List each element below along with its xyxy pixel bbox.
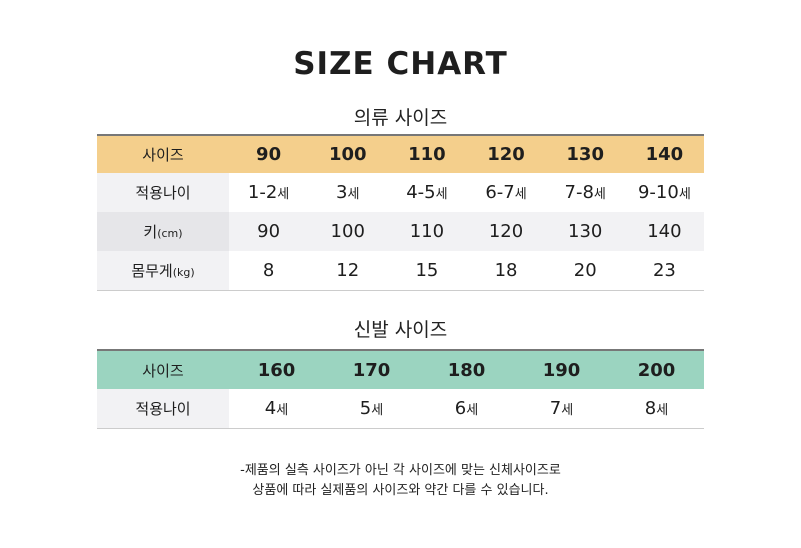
age-cell: 1-2세 xyxy=(229,173,308,212)
shoes-heading: 신발 사이즈 xyxy=(353,319,448,341)
size-header-row: 사이즈 90 100 110 120 130 140 xyxy=(97,135,704,173)
age-value: 3 xyxy=(336,182,348,203)
size-cell: 140 xyxy=(624,135,704,173)
height-cell: 110 xyxy=(387,212,467,251)
age-cell: 7-8세 xyxy=(546,173,625,212)
weight-cell: 15 xyxy=(415,259,439,281)
age-unit: 세 xyxy=(435,187,448,202)
weight-cell: 23 xyxy=(652,259,676,281)
age-value: 6-7 xyxy=(485,182,515,203)
clothing-size-table: 사이즈 90 100 110 120 130 140 적용나이 1-2세 3세 … xyxy=(97,134,704,291)
age-value: 4-5 xyxy=(406,182,436,203)
age-cell: 5세 xyxy=(324,389,419,428)
clothing-heading: 의류 사이즈 xyxy=(353,107,448,129)
height-cell: 90 xyxy=(229,212,309,251)
age-cell: 4-5세 xyxy=(387,173,466,212)
weight-cell: 18 xyxy=(494,259,518,281)
height-cell: 140 xyxy=(624,212,704,251)
age-value: 4 xyxy=(264,397,277,419)
height-row: 키(cm) 90 100 110 120 130 140 xyxy=(97,212,704,251)
row-label: 사이즈 xyxy=(97,135,229,173)
age-unit: 세 xyxy=(466,402,479,418)
age-unit: 세 xyxy=(514,187,527,202)
age-value: 7 xyxy=(549,397,562,419)
row-label: 적용나이 xyxy=(97,173,229,212)
age-unit: 세 xyxy=(593,187,606,202)
size-cell: 190 xyxy=(514,350,609,389)
age-unit: 세 xyxy=(277,187,290,202)
size-note: -제품의 실측 사이즈가 아닌 각 사이즈에 맞는 신체사이즈로 상품에 따라 … xyxy=(0,461,801,501)
shoe-size-table: 사이즈 160 170 180 190 200 적용나이 4세 5세 6세 7세… xyxy=(97,349,704,429)
size-cell: 120 xyxy=(466,135,546,173)
size-cell: 100 xyxy=(308,135,388,173)
weight-cell: 8 xyxy=(262,259,275,281)
age-value: 7-8 xyxy=(564,182,594,203)
height-cell: 130 xyxy=(545,212,625,251)
weight-row: 몸무게(kg) 8 12 15 18 20 23 xyxy=(97,251,704,290)
height-cell: 100 xyxy=(308,212,388,251)
size-cell: 180 xyxy=(419,350,514,389)
row-label: 키(cm) xyxy=(97,212,229,251)
age-cell: 9-10세 xyxy=(625,173,704,212)
age-value: 9-10 xyxy=(637,182,679,203)
age-unit: 세 xyxy=(347,187,360,202)
age-value: 5 xyxy=(359,397,372,419)
age-unit: 세 xyxy=(678,187,691,202)
weight-cell: 20 xyxy=(573,259,597,281)
age-row: 적용나이 4세 5세 6세 7세 8세 xyxy=(97,389,704,428)
size-cell: 160 xyxy=(229,350,324,389)
age-value: 6 xyxy=(454,397,467,419)
age-value: 1-2 xyxy=(247,182,278,203)
weight-cell: 12 xyxy=(336,259,360,281)
row-label: 적용나이 xyxy=(97,389,229,428)
age-value: 8 xyxy=(644,397,657,419)
note-line: 상품에 따라 실제품의 사이즈와 약간 다를 수 있습니다. xyxy=(252,483,549,498)
age-unit: 세 xyxy=(276,402,289,418)
note-line: -제품의 실측 사이즈가 아닌 각 사이즈에 맞는 신체사이즈로 xyxy=(240,463,561,478)
age-unit: 세 xyxy=(561,402,574,418)
page-title: SIZE CHART xyxy=(293,46,508,82)
weight-unit: (kg) xyxy=(172,265,195,279)
age-cell: 6세 xyxy=(419,389,514,428)
age-cell: 6-7세 xyxy=(466,173,545,212)
size-cell: 110 xyxy=(387,135,467,173)
age-unit: 세 xyxy=(656,402,669,418)
weight-label: 몸무게 xyxy=(131,261,173,280)
row-label: 몸무게(kg) xyxy=(97,251,229,290)
height-cell: 120 xyxy=(466,212,546,251)
size-cell: 170 xyxy=(324,350,419,389)
age-cell: 3세 xyxy=(308,173,387,212)
age-row: 적용나이 1-2세 3세 4-5세 6-7세 7-8세 9-10세 xyxy=(97,173,704,212)
size-cell: 200 xyxy=(609,350,704,389)
age-cell: 4세 xyxy=(229,389,324,428)
size-header-row: 사이즈 160 170 180 190 200 xyxy=(97,350,704,389)
size-cell: 130 xyxy=(545,135,625,173)
height-label: 키 xyxy=(143,223,158,241)
age-cell: 8세 xyxy=(609,389,704,428)
age-unit: 세 xyxy=(371,402,384,418)
age-cell: 7세 xyxy=(514,389,609,428)
size-cell: 90 xyxy=(229,135,309,173)
row-label: 사이즈 xyxy=(97,350,229,389)
height-unit: (cm) xyxy=(157,227,183,240)
